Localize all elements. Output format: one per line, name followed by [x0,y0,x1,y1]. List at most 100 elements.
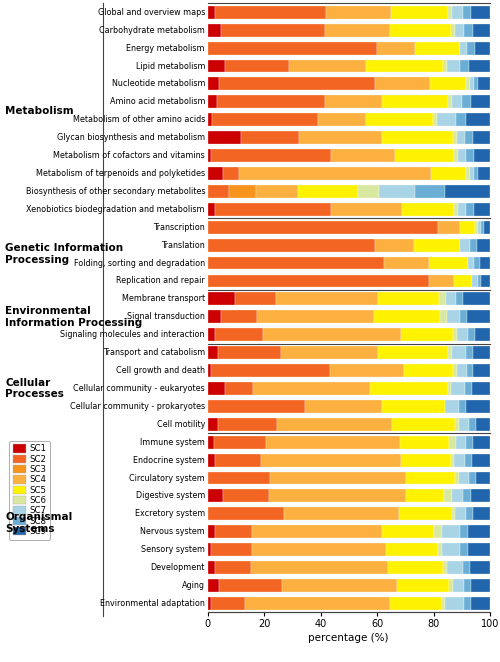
Bar [438,544,442,556]
Text: Signaling molecules and interaction: Signaling molecules and interaction [60,330,205,339]
Bar [254,382,370,395]
Bar [250,561,388,574]
Bar [447,561,462,574]
Bar [470,239,477,252]
Bar [455,471,458,485]
Bar [472,24,490,36]
Bar [400,507,452,520]
Bar [448,382,451,395]
Bar [268,489,406,502]
Bar [225,382,254,395]
Bar [443,561,447,574]
Bar [216,561,250,574]
Bar [244,597,390,610]
Bar [462,95,471,109]
Bar [442,525,460,538]
Bar [466,149,474,162]
Bar [384,257,429,269]
Bar [442,597,446,610]
Bar [456,436,466,449]
Bar [480,257,490,269]
Bar [224,60,289,72]
Bar [466,436,473,449]
Bar [208,525,215,538]
Bar [474,167,478,180]
Text: Membrane transport: Membrane transport [122,295,205,303]
Text: Cellular community - eukaryotes: Cellular community - eukaryotes [73,384,205,393]
Bar [388,561,443,574]
Bar [325,24,390,36]
Bar [473,436,490,449]
Bar [445,185,490,198]
Bar [474,203,490,216]
Bar [208,400,305,413]
Bar [448,346,452,359]
Text: Metabolism of other amino acids: Metabolism of other amino acids [72,115,205,124]
Bar [468,544,490,556]
Text: Cell motility: Cell motility [156,420,205,429]
Bar [208,471,270,485]
Bar [208,239,375,252]
Bar [223,167,239,180]
Bar [208,579,218,592]
Bar [468,328,475,341]
Bar [331,203,402,216]
Bar [456,293,463,305]
Bar [484,220,490,234]
Bar [390,6,448,19]
Bar [478,220,481,234]
Bar [208,346,218,359]
Bar [208,60,224,72]
Bar [208,310,221,323]
Bar [466,382,472,395]
Bar [472,507,490,520]
Bar [390,24,451,36]
Bar [208,185,229,198]
Bar [432,113,438,126]
Bar [208,149,212,162]
Bar [444,400,458,413]
Text: Folding, sorting and degradation: Folding, sorting and degradation [74,259,205,267]
Bar [208,293,234,305]
Bar [464,597,471,610]
Bar [466,346,472,359]
Bar [264,328,401,341]
Bar [284,507,400,520]
Text: Cell growth and death: Cell growth and death [116,366,205,375]
Bar [463,293,490,305]
Bar [212,149,331,162]
Bar [472,275,478,287]
Bar [212,113,318,126]
Bar [217,95,325,109]
Bar [429,275,454,287]
Bar [468,257,474,269]
Bar [454,364,457,377]
Bar [471,6,490,19]
Bar [470,167,474,180]
Bar [458,149,466,162]
Bar [208,42,377,54]
Bar [218,579,282,592]
Bar [375,239,414,252]
Bar [392,418,455,431]
Bar [218,418,278,431]
Legend: SC1, SC2, SC3, SC4, SC5, SC6, SC7, SC8, SC9: SC1, SC2, SC3, SC4, SC5, SC6, SC7, SC8, … [10,441,50,540]
Bar [400,453,450,467]
Bar [374,77,430,91]
Bar [406,489,444,502]
Bar [208,24,220,36]
Text: Organismal
Systems: Organismal Systems [5,512,72,534]
Bar [401,328,453,341]
Bar [455,24,464,36]
Bar [466,167,470,180]
Bar [472,382,490,395]
Bar [305,400,382,413]
Text: Circulatory system: Circulatory system [129,473,205,483]
Bar [429,257,468,269]
Bar [215,328,264,341]
Text: Glycan biosynthesis and metabolism: Glycan biosynthesis and metabolism [57,133,205,142]
Bar [326,6,390,19]
Bar [208,77,220,91]
Bar [468,42,475,54]
Bar [481,275,490,287]
